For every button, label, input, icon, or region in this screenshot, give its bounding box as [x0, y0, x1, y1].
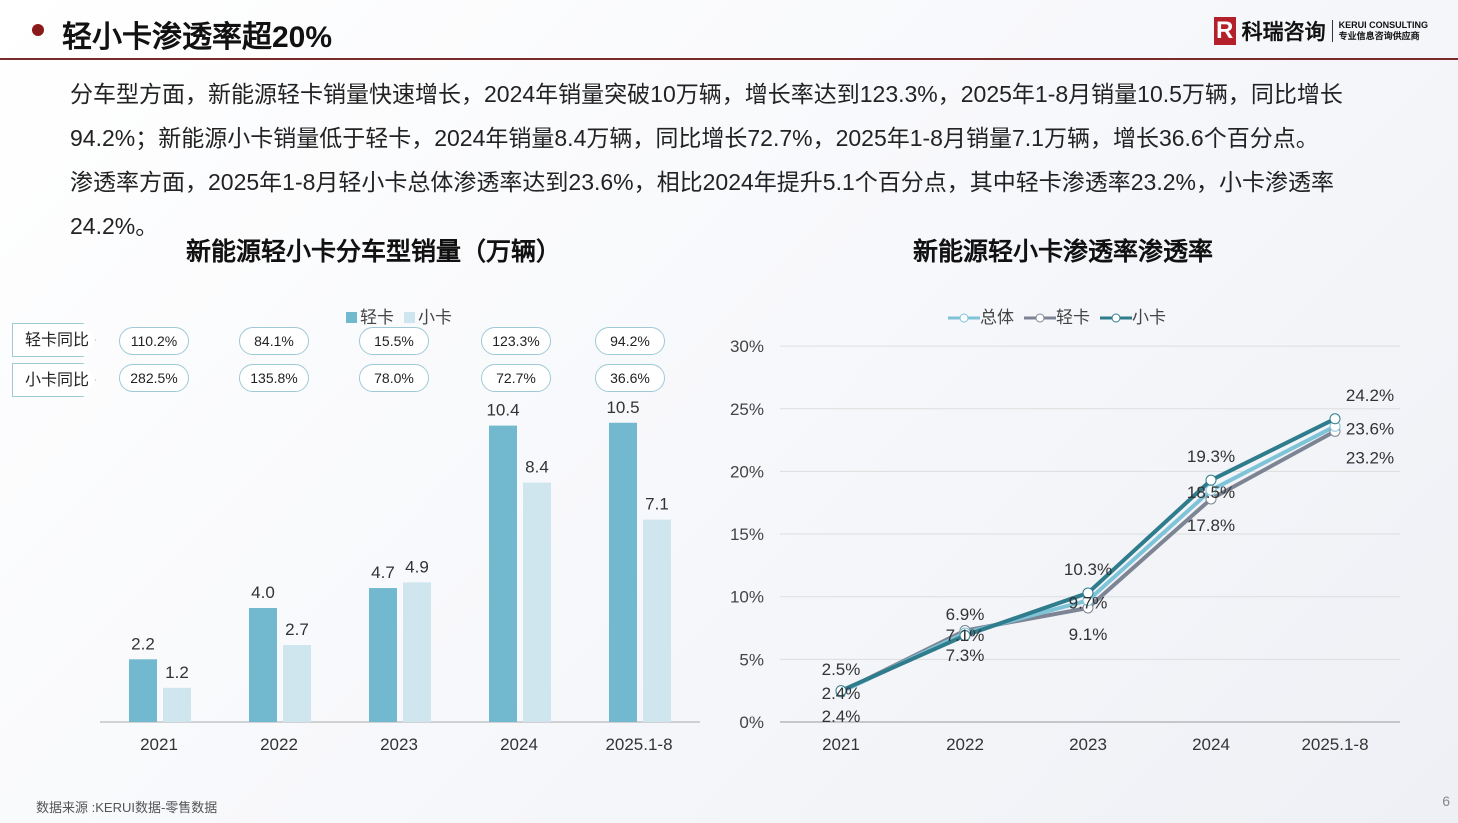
bar-label-mini: 7.1 — [645, 495, 669, 514]
bar-label-light: 10.4 — [486, 401, 519, 420]
line-label: 9.1% — [1069, 625, 1108, 644]
bar-mini-2024 — [523, 482, 551, 722]
line-label: 18.5% — [1187, 483, 1235, 502]
line-point — [1205, 474, 1217, 486]
line-point — [1329, 413, 1341, 425]
bar-light-2024 — [489, 425, 517, 722]
bar-light-2025.1-8 — [609, 422, 637, 722]
line-x-tick: 2022 — [946, 735, 984, 754]
growth-pill-light: 110.2% — [119, 327, 189, 355]
growth-pill-light: 84.1% — [239, 327, 309, 355]
growth-pill-mini: 72.7% — [481, 364, 551, 392]
y-tick: 30% — [730, 337, 764, 356]
line-point — [835, 685, 847, 697]
line-label: 23.2% — [1346, 448, 1394, 467]
line-legend: 总体 轻卡 小卡 — [948, 303, 1166, 328]
line-label: 2.4% — [822, 707, 861, 726]
line-point — [1082, 587, 1094, 599]
bar-label-mini: 8.4 — [525, 458, 549, 477]
bar-label-mini: 4.9 — [405, 557, 429, 576]
growth-pill-mini: 36.6% — [595, 364, 665, 392]
bar-x-tick: 2024 — [500, 735, 538, 754]
y-tick: 10% — [730, 588, 764, 607]
line-label: 10.3% — [1064, 560, 1112, 579]
page-number: 6 — [1442, 793, 1450, 809]
line-x-tick: 2023 — [1069, 735, 1107, 754]
line-label: 6.9% — [946, 605, 985, 624]
mini-growth-label: 小卡同比 — [12, 363, 96, 397]
bar-label-light: 10.5 — [606, 398, 639, 417]
bar-mini-2025.1-8 — [643, 519, 671, 722]
logo: R 科瑞咨询 KERUI CONSULTING 专业信息咨询供应商 — [1213, 16, 1428, 46]
data-source: 数据来源 :KERUI数据-零售数据 — [36, 800, 218, 815]
y-tick: 15% — [730, 525, 764, 544]
y-tick: 20% — [730, 462, 764, 481]
line-label: 2.5% — [822, 660, 861, 679]
line-point — [959, 630, 971, 642]
legend-mini-line: 小卡 — [1100, 303, 1166, 328]
y-tick: 25% — [730, 400, 764, 419]
bar-x-tick: 2022 — [260, 735, 298, 754]
bar-x-tick: 2023 — [380, 735, 418, 754]
line-label: 7.1% — [946, 626, 985, 645]
y-tick: 0% — [739, 713, 764, 732]
bar-x-tick: 2025.1-8 — [605, 735, 672, 754]
title-bullet — [32, 24, 44, 36]
y-tick: 5% — [739, 650, 764, 669]
bar-x-tick: 2021 — [140, 735, 178, 754]
line-label: 7.3% — [946, 646, 985, 665]
legend-light-line: 轻卡 — [1024, 303, 1090, 328]
line-label: 19.3% — [1187, 447, 1235, 466]
growth-pill-mini: 135.8% — [239, 364, 309, 392]
bar-light-2022 — [249, 608, 277, 722]
line-x-tick: 2021 — [822, 735, 860, 754]
bar-label-mini: 2.7 — [285, 620, 309, 639]
bar-legend: 轻卡 小卡 — [346, 303, 452, 328]
logo-en: KERUI CONSULTING 专业信息咨询供应商 — [1331, 20, 1428, 42]
line-label: 24.2% — [1346, 386, 1394, 405]
line-label: 2.4% — [822, 684, 861, 703]
line-label: 9.7% — [1069, 593, 1108, 612]
line-x-tick: 2025.1-8 — [1301, 735, 1368, 754]
paragraph-sales: 分车型方面，新能源轻卡销量快速增长，2024年销量突破10万辆，增长率达到123… — [70, 81, 1343, 151]
bar-label-mini: 1.2 — [165, 663, 189, 682]
growth-pill-light: 94.2% — [595, 327, 665, 355]
bar-label-light: 2.2 — [131, 634, 155, 653]
legend-light: 轻卡 — [346, 303, 394, 328]
line-label: 17.8% — [1187, 516, 1235, 535]
growth-pill-mini: 78.0% — [359, 364, 429, 392]
legend-mini: 小卡 — [404, 303, 452, 328]
body-text: 分车型方面，新能源轻卡销量快速增长，2024年销量突破10万辆，增长率达到123… — [70, 72, 1415, 248]
logo-mark-icon: R — [1213, 17, 1236, 45]
legend-overall: 总体 — [948, 303, 1014, 328]
growth-pill-mini: 282.5% — [119, 364, 189, 392]
bar-mini-2021 — [163, 687, 191, 722]
line-小卡 — [840, 416, 1336, 693]
light-growth-label: 轻卡同比 — [12, 323, 96, 357]
line-x-tick: 2024 — [1192, 735, 1230, 754]
bar-light-2021 — [129, 659, 157, 722]
bar-mini-2023 — [403, 582, 431, 722]
bar-label-light: 4.0 — [251, 583, 275, 602]
logo-cn: 科瑞咨询 — [1241, 21, 1326, 44]
line-label: 23.6% — [1346, 419, 1394, 438]
line-chart-title: 新能源轻小卡渗透率渗透率 — [913, 238, 1214, 266]
bar-light-2023 — [369, 588, 397, 722]
paragraph-penetration: 渗透率方面，2025年1-8月轻小卡总体渗透率达到23.6%，相比2024年提升… — [70, 169, 1334, 239]
growth-pill-light: 15.5% — [359, 327, 429, 355]
bar-chart-title: 新能源轻小卡分车型销量（万辆） — [186, 238, 562, 266]
header-divider — [0, 58, 1458, 60]
bar-mini-2022 — [283, 645, 311, 722]
page-title: 轻小卡渗透率超20% — [62, 21, 333, 54]
bar-label-light: 4.7 — [371, 563, 395, 582]
growth-pill-light: 123.3% — [481, 327, 551, 355]
